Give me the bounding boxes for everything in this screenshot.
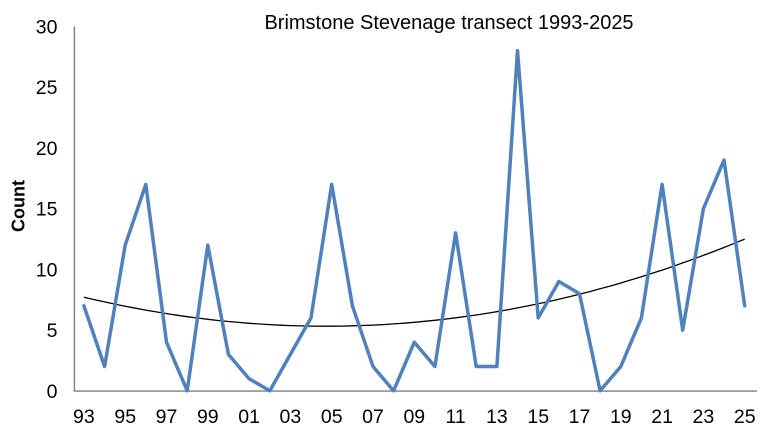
svg-text:11: 11 — [445, 406, 465, 428]
svg-text:10: 10 — [36, 259, 58, 281]
svg-text:20: 20 — [36, 138, 58, 160]
svg-text:15: 15 — [36, 199, 58, 221]
svg-text:17: 17 — [569, 406, 591, 428]
svg-text:03: 03 — [280, 406, 302, 428]
svg-text:Brimstone Stevenage transect 1: Brimstone Stevenage transect 1993-2025 — [264, 12, 633, 34]
svg-text:95: 95 — [114, 406, 136, 428]
svg-text:93: 93 — [73, 406, 95, 428]
svg-text:Count: Count — [9, 180, 29, 232]
svg-text:21: 21 — [651, 406, 673, 428]
svg-text:5: 5 — [47, 320, 58, 342]
svg-text:05: 05 — [321, 406, 343, 428]
svg-text:01: 01 — [238, 406, 260, 428]
svg-text:19: 19 — [610, 406, 632, 428]
svg-text:0: 0 — [47, 381, 58, 403]
svg-text:15: 15 — [527, 406, 549, 428]
svg-text:30: 30 — [36, 17, 58, 39]
svg-text:09: 09 — [403, 406, 425, 428]
svg-text:13: 13 — [486, 406, 508, 428]
svg-text:23: 23 — [693, 406, 715, 428]
svg-text:99: 99 — [197, 406, 219, 428]
svg-text:97: 97 — [156, 406, 178, 428]
svg-text:07: 07 — [362, 406, 384, 428]
svg-text:25: 25 — [734, 406, 756, 428]
svg-text:25: 25 — [36, 77, 58, 99]
